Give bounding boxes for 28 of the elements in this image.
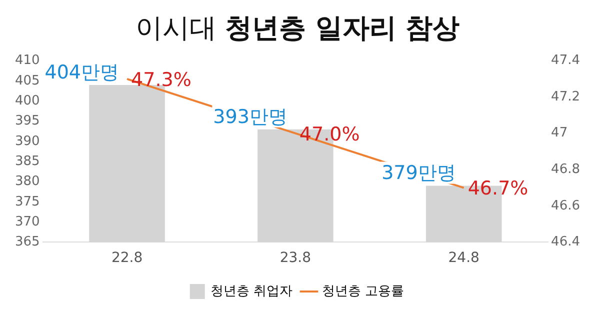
y-tick-label: 370 (14, 214, 40, 230)
y-tick-label: 400 (14, 93, 40, 108)
data-label: 47.0% (299, 123, 360, 146)
y-tick-label: 405 (14, 73, 40, 88)
y2-tick-label: 46.8 (551, 162, 580, 178)
y-tick-label: 410 (14, 53, 40, 68)
data-label: 46.7% (468, 178, 528, 200)
legend-label: 청년층 고용률 (322, 284, 404, 299)
y2-tick-label: 47.2 (551, 89, 580, 104)
data-label: 379만명 (382, 162, 456, 184)
y-tick-label: 365 (14, 234, 40, 250)
y2-tick-label: 46.6 (551, 198, 580, 214)
y2-tick-label: 47 (551, 126, 568, 141)
x-tick-label: 23.8 (280, 250, 312, 266)
y-tick-label: 375 (14, 194, 40, 210)
legend-label: 청년층 취업자 (210, 284, 293, 299)
y-tick-label: 390 (14, 134, 40, 149)
chart-title: 이시대 청년층 일자리 참상 (135, 13, 460, 44)
y2-tick-label: 47.4 (551, 53, 580, 68)
y-tick-label: 385 (14, 154, 40, 169)
data-label: 404만명 (44, 61, 120, 84)
data-label: 393만명 (213, 106, 288, 128)
y-tick-label: 395 (14, 114, 40, 129)
data-label: 47.3% (131, 68, 192, 91)
y-tick-label: 380 (14, 174, 40, 190)
x-tick-label: 24.8 (448, 250, 480, 266)
x-tick-label: 22.8 (111, 250, 143, 266)
y2-tick-label: 46.4 (551, 234, 580, 250)
